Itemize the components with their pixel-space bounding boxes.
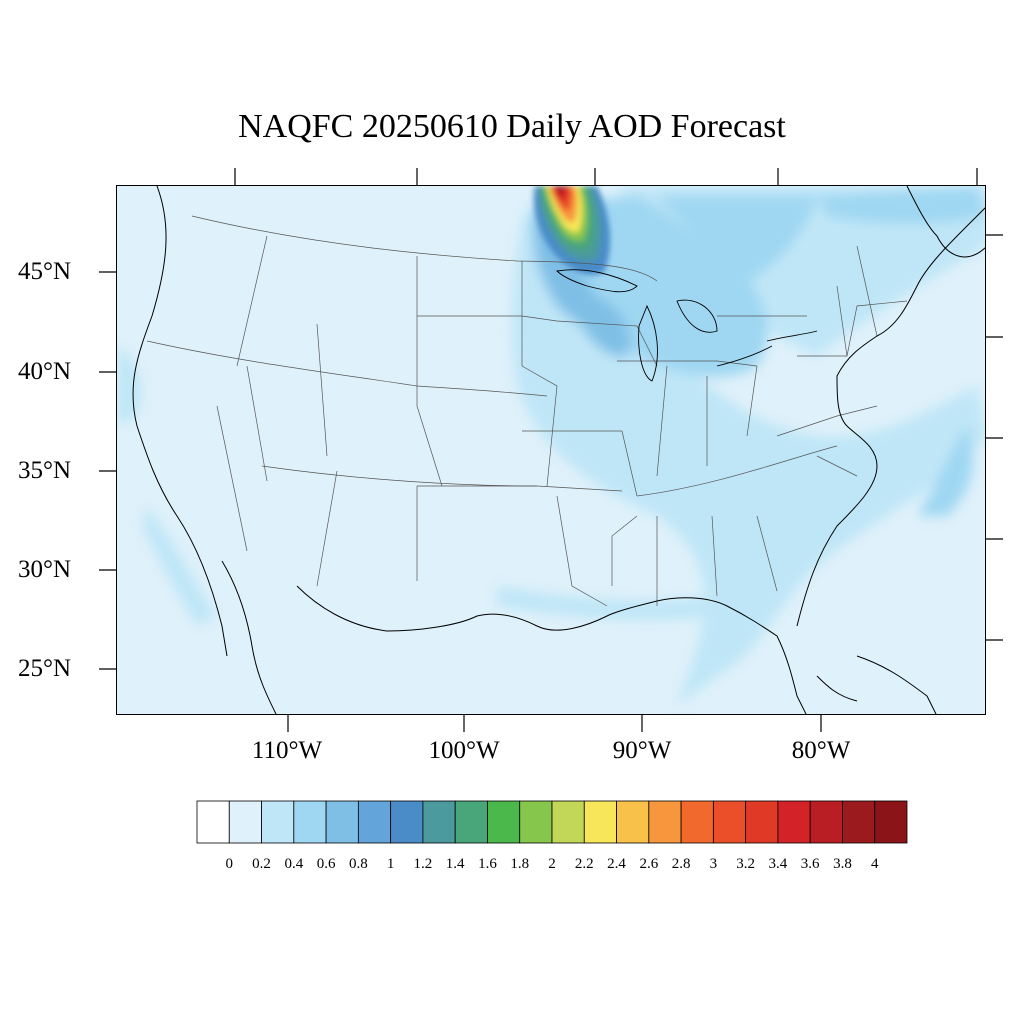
colorbar-tick-label: 4 <box>870 856 879 872</box>
lon-label-100: 100°W <box>428 737 500 764</box>
colorbar-swatch <box>261 800 295 844</box>
colorbar-tick-label: 2.6 <box>639 856 659 872</box>
colorbar <box>196 800 908 844</box>
colorbar-tick-label: 0.4 <box>284 856 304 872</box>
colorbar-swatch <box>228 800 262 844</box>
colorbar-tick-label: 0.8 <box>348 856 368 872</box>
colorbar-tick-label: 2.8 <box>671 856 691 872</box>
colorbar-tick-label: 3.6 <box>800 856 820 872</box>
great-lakes <box>556 269 818 382</box>
lon-label-90: 90°W <box>612 737 672 764</box>
colorbar-swatch <box>712 800 747 844</box>
colorbar-tick-label: 2.4 <box>607 856 626 872</box>
colorbar-swatch <box>196 800 230 844</box>
colorbar-swatch <box>874 800 908 844</box>
colorbar-swatch <box>616 800 650 844</box>
map-title: NAQFC 20250610 Daily AOD Forecast <box>238 108 786 145</box>
colorbar-swatch <box>325 800 359 844</box>
colorbar-swatch <box>519 800 553 844</box>
colorbar-tick-label: 0.6 <box>316 856 336 872</box>
colorbar-swatch <box>293 800 327 844</box>
colorbar-swatch <box>551 800 585 844</box>
colorbar-tick-label: 3.8 <box>833 856 852 872</box>
lon-label-110: 110°W <box>251 737 323 764</box>
colorbar-tick-label: 1.4 <box>445 856 465 872</box>
colorbar-swatch <box>583 800 617 844</box>
lat-label-35: 35°N <box>18 457 72 484</box>
colorbar-tick-label: 3 <box>709 856 718 872</box>
map-canvas <box>117 186 985 714</box>
aod-field <box>117 186 985 706</box>
colorbar-tick-label: 0.2 <box>252 856 271 872</box>
colorbar-swatch <box>454 800 488 844</box>
colorbar-swatch <box>745 800 779 844</box>
lat-label-30: 30°N <box>18 556 72 583</box>
colorbar-swatch <box>809 800 843 844</box>
colorbar-tick-label: 1 <box>386 856 395 872</box>
colorbar-swatch <box>390 800 424 844</box>
colorbar-swatch <box>777 800 811 844</box>
colorbar-swatch <box>487 800 521 844</box>
aod-map <box>116 185 986 715</box>
lat-label-40: 40°N <box>18 358 72 385</box>
colorbar-tick-label: 1.8 <box>510 856 530 872</box>
colorbar-tick-label: 3.2 <box>736 856 755 872</box>
lat-label-45: 45°N <box>18 258 72 285</box>
colorbar-swatch <box>648 800 682 844</box>
coastlines <box>132 186 985 714</box>
state-boundaries <box>146 215 908 607</box>
colorbar-tick-label: 0 <box>225 856 234 872</box>
colorbar-tick-label: 2.2 <box>574 856 594 872</box>
colorbar-swatch <box>680 800 714 844</box>
colorbar-tick-label: 2 <box>548 856 556 872</box>
colorbar-swatch <box>357 800 392 844</box>
lat-label-25: 25°N <box>18 655 72 682</box>
lon-label-80: 80°W <box>791 737 851 764</box>
colorbar-swatch <box>842 800 876 844</box>
colorbar-tick-label: 3.4 <box>768 856 788 872</box>
colorbar-swatch <box>422 800 456 844</box>
smoke-plume <box>533 186 611 275</box>
colorbar-tick-label: 1.2 <box>413 856 433 872</box>
colorbar-tick-label: 1.6 <box>478 856 497 872</box>
